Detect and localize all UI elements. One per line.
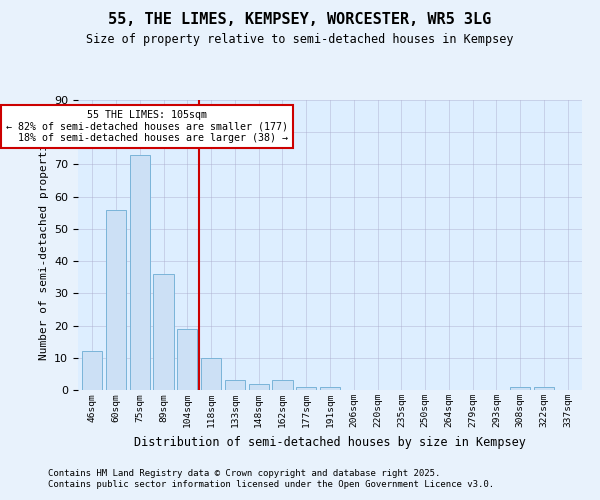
Bar (534, 387, 554, 390)
Bar (272, 380, 293, 390)
Bar (82, 352, 103, 390)
Bar (225, 380, 245, 390)
Text: Size of property relative to semi-detached houses in Kempsey: Size of property relative to semi-detach… (86, 32, 514, 46)
Bar (320, 387, 340, 390)
Bar (248, 384, 269, 390)
Bar (154, 274, 173, 390)
Text: 55, THE LIMES, KEMPSEY, WORCESTER, WR5 3LG: 55, THE LIMES, KEMPSEY, WORCESTER, WR5 3… (109, 12, 491, 28)
Bar (510, 387, 530, 390)
X-axis label: Distribution of semi-detached houses by size in Kempsey: Distribution of semi-detached houses by … (134, 436, 526, 448)
Bar (130, 155, 150, 390)
Text: 55 THE LIMES: 105sqm
← 82% of semi-detached houses are smaller (177)
  18% of se: 55 THE LIMES: 105sqm ← 82% of semi-detac… (6, 110, 288, 143)
Bar (201, 358, 221, 390)
Y-axis label: Number of semi-detached properties: Number of semi-detached properties (38, 130, 49, 360)
Text: Contains public sector information licensed under the Open Government Licence v3: Contains public sector information licen… (48, 480, 494, 489)
Bar (296, 387, 316, 390)
Text: Contains HM Land Registry data © Crown copyright and database right 2025.: Contains HM Land Registry data © Crown c… (48, 468, 440, 477)
Bar (177, 329, 197, 390)
Bar (106, 210, 126, 390)
